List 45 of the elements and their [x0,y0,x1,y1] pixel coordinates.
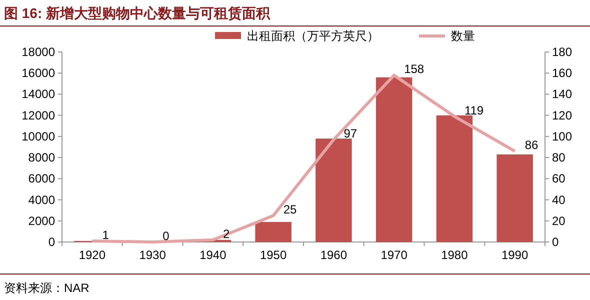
y-tick-label: 8000 [28,150,56,165]
data-label: 2 [222,226,230,241]
x-tick-label: 1970 [380,248,408,262]
legend-label: 出租面积（万平方英尺） [247,29,379,43]
chart-title: 图 16: 新增大型购物中心数量与可租赁面积 [4,5,272,21]
y-tick-label: 6000 [28,172,56,186]
data-label: 97 [344,126,358,141]
y2-tick-label: 180 [552,45,572,59]
y-tick-label: 0 [48,235,56,249]
bar [376,77,412,242]
bar [436,115,473,242]
bar [316,138,352,242]
x-tick-label: 1990 [501,248,528,262]
data-label: 0 [162,229,170,243]
y-tick-label: 16000 [22,66,56,80]
y-tick-label: 18000 [22,45,56,59]
x-tick-label: 1980 [441,248,468,262]
x-tick-label: 1950 [260,248,287,262]
x-tick-label: 1930 [139,248,166,262]
bar [255,222,292,242]
y-tick-label: 4000 [28,192,56,207]
y2-tick-label: 0 [552,235,559,249]
y2-tick-label: 80 [552,150,566,165]
data-label: 119 [464,103,484,118]
data-label: 1 [102,228,110,242]
y2-tick-label: 60 [552,172,566,186]
y2-tick-label: 100 [552,129,572,144]
data-label: 158 [404,62,424,76]
y-tick-label: 10000 [22,129,56,144]
x-tick-label: 1920 [78,248,106,262]
bar [496,154,533,242]
x-tick-label: 1960 [320,248,348,262]
y2-tick-label: 40 [552,192,566,207]
y2-tick-label: 160 [552,66,572,80]
legend-label: 数量 [451,29,475,43]
text: 资料来源：NAR [4,281,90,295]
y-tick-label: 14000 [22,87,56,102]
y2-tick-label: 140 [552,87,572,102]
data-label: 25 [283,202,297,217]
data-label: 86 [524,138,538,152]
y2-tick-label: 120 [552,108,572,122]
x-tick-label: 1940 [200,248,227,262]
y-tick-label: 12000 [22,108,56,122]
y2-tick-label: 20 [552,214,566,228]
y-tick-label: 2000 [28,214,56,228]
